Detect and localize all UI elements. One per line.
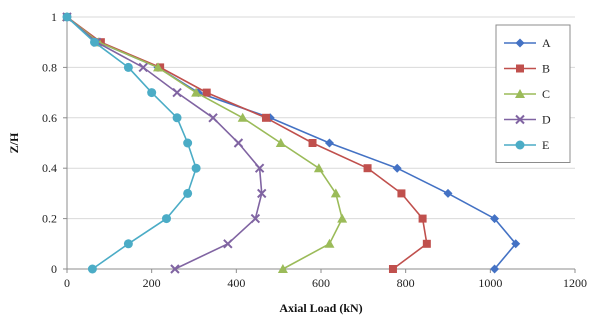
data-point-E: [147, 88, 157, 98]
data-point-B: [422, 239, 431, 248]
data-point-B: [397, 189, 406, 198]
data-point-E: [90, 37, 100, 47]
x-tick-label: 1200: [563, 276, 587, 290]
data-point-A: [392, 163, 402, 173]
y-axis-title: Z/H: [7, 132, 21, 153]
data-point-B: [261, 113, 270, 122]
legend-item-B: B: [504, 62, 550, 76]
data-point-E: [183, 138, 193, 148]
y-tick-label: 1: [51, 10, 57, 24]
data-point-D: [233, 138, 244, 148]
data-point-C: [275, 138, 286, 147]
legend-label: E: [542, 138, 549, 152]
series-B: [63, 13, 431, 273]
legend-label: B: [542, 62, 550, 76]
data-point-A: [324, 138, 334, 148]
data-point-D: [172, 87, 182, 98]
series-E: [62, 12, 201, 274]
data-point-B: [418, 214, 427, 223]
data-point-C: [153, 62, 164, 72]
data-point-B: [202, 88, 211, 97]
data-point-C: [330, 188, 341, 198]
data-point-E: [87, 264, 97, 274]
data-point-B: [308, 139, 317, 147]
x-tick-label: 400: [227, 276, 245, 290]
x-tick-label: 0: [64, 276, 70, 290]
series-line-A: [66, 16, 517, 270]
legend-item-C: C: [504, 87, 550, 101]
legend-item-A: A: [504, 36, 551, 50]
y-ticks: 0 0.2 0.4 0.6 0.8 1: [42, 10, 67, 276]
data-point-D: [254, 163, 265, 173]
series-A: [62, 12, 521, 274]
series-line-D: [66, 16, 263, 270]
data-point-D: [257, 188, 267, 199]
data-point-E: [123, 62, 133, 72]
data-point-A: [490, 264, 500, 274]
legend-marker: [515, 89, 525, 98]
data-point-C: [337, 213, 348, 223]
x-tick-label: 600: [312, 276, 330, 290]
data-point-E: [191, 163, 201, 173]
y-tick-label: 0.8: [42, 60, 57, 74]
data-point-D: [170, 264, 180, 274]
x-axis-title: Axial Load (kN): [279, 301, 362, 315]
legend-label: C: [542, 87, 550, 101]
data-point-E: [183, 188, 193, 198]
y-tick-label: 0.4: [42, 161, 57, 175]
x-tick-label: 1000: [478, 276, 502, 290]
legend-marker: [516, 64, 524, 73]
data-point-E: [161, 214, 171, 224]
legend-item-E: E: [504, 138, 549, 152]
data-point-E: [123, 239, 133, 249]
data-point-D: [223, 239, 233, 249]
legend-item-D: D: [504, 113, 551, 127]
data-point-A: [511, 239, 521, 249]
data-point-C: [324, 238, 335, 248]
data-point-B: [363, 164, 372, 173]
data-point-E: [62, 12, 72, 22]
y-tick-label: 0.6: [42, 111, 57, 125]
data-point-A: [443, 188, 453, 198]
x-tick-label: 800: [397, 276, 415, 290]
legend-marker: [515, 140, 525, 150]
data-point-B: [388, 265, 397, 273]
legend-marker: [515, 38, 525, 48]
x-tick-label: 200: [143, 276, 161, 290]
data-point-C: [237, 112, 248, 122]
x-ticks: 0 200 400 600 800 1000 1200: [64, 269, 587, 290]
legend-marker: [515, 114, 525, 125]
data-point-E: [172, 113, 182, 123]
series-C: [62, 12, 348, 273]
data-point-D: [250, 213, 261, 224]
y-tick-label: 0: [51, 262, 57, 276]
data-point-C: [313, 163, 324, 173]
legend-label: D: [542, 113, 551, 127]
data-point-D: [138, 62, 148, 73]
series-line-C: [66, 16, 344, 270]
series-D: [62, 12, 267, 274]
data-point-C: [277, 264, 288, 273]
legend-label: A: [542, 36, 551, 50]
data-point-D: [208, 113, 218, 123]
data-point-A: [490, 214, 500, 224]
data-point-C: [191, 87, 202, 97]
series-layer: [62, 12, 521, 274]
y-tick-label: 0.2: [42, 212, 57, 226]
